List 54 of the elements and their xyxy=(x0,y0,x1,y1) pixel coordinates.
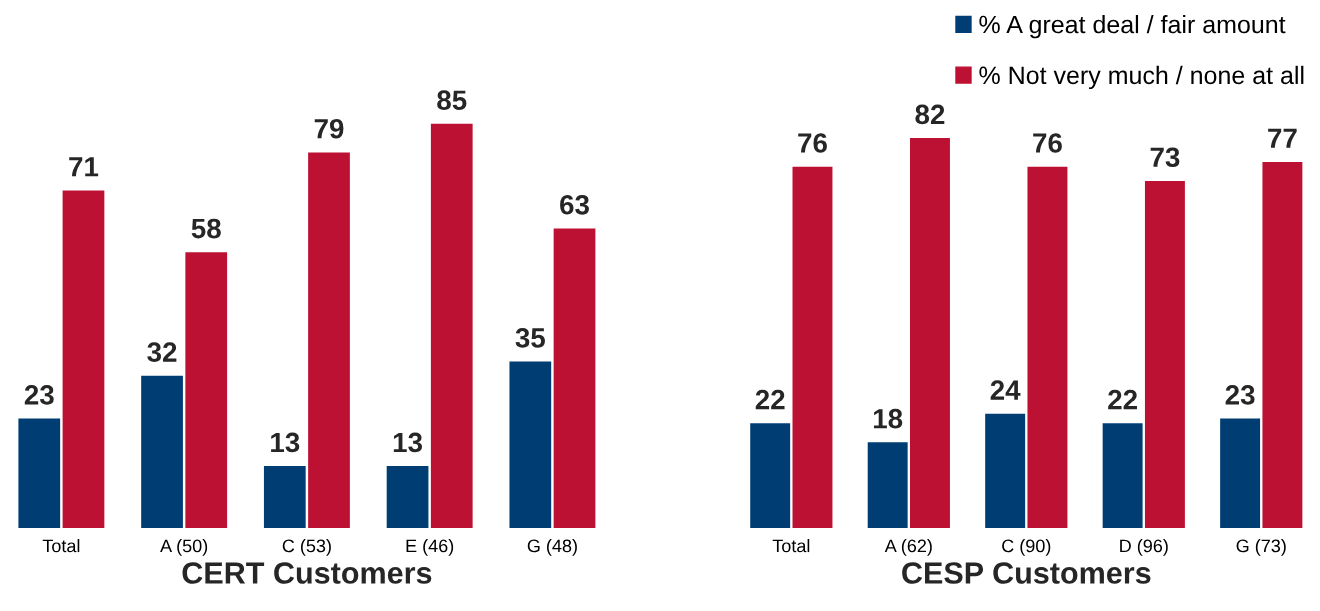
bar xyxy=(1262,161,1303,528)
legend-label: % Not very much / none at all xyxy=(979,65,1304,90)
x-axis-title: CERT Customers xyxy=(182,562,432,584)
bar xyxy=(509,361,552,528)
bar xyxy=(1027,166,1068,528)
bar xyxy=(553,228,596,528)
bar xyxy=(386,466,429,528)
bar xyxy=(985,413,1026,528)
bar xyxy=(750,423,791,528)
bar xyxy=(867,442,908,528)
data-label: 63 xyxy=(560,194,589,215)
x-tick-label: G (48) xyxy=(527,539,577,556)
bar xyxy=(18,418,61,528)
data-label: 18 xyxy=(873,408,903,429)
bar xyxy=(430,123,473,528)
bar xyxy=(185,252,228,528)
data-label: 22 xyxy=(755,389,785,410)
x-tick-label: D (96) xyxy=(1120,539,1168,556)
x-tick-label: C (90) xyxy=(1002,539,1051,556)
x-axis-title: CESP Customers xyxy=(902,562,1151,584)
data-label: 32 xyxy=(147,342,177,363)
data-label: 58 xyxy=(191,218,221,239)
bar xyxy=(792,166,833,528)
bar xyxy=(308,152,350,528)
data-label: 13 xyxy=(393,432,423,453)
data-label: 82 xyxy=(915,104,945,125)
x-tick-label: A (62) xyxy=(884,539,932,556)
data-label: 35 xyxy=(515,328,545,348)
data-label: 23 xyxy=(1225,385,1255,405)
x-tick-label: A (50) xyxy=(160,539,208,556)
data-label: 76 xyxy=(1033,133,1062,153)
bar xyxy=(909,138,950,528)
x-tick-label: E (46) xyxy=(406,539,454,556)
data-label: 23 xyxy=(24,385,54,405)
data-label: 22 xyxy=(1108,389,1137,410)
bar xyxy=(1144,180,1185,528)
data-label: 71 xyxy=(69,157,99,177)
data-label: 85 xyxy=(437,90,467,111)
bar xyxy=(62,190,105,528)
legend-label: % A great deal / fair amount xyxy=(979,15,1286,39)
x-tick-label: G (73) xyxy=(1236,539,1286,556)
x-tick-label: Total xyxy=(772,539,810,553)
x-tick-label: Total xyxy=(42,539,80,553)
data-label: 77 xyxy=(1268,128,1297,148)
bar xyxy=(1220,418,1261,528)
bar xyxy=(141,375,183,528)
bar xyxy=(263,466,306,528)
data-label: 73 xyxy=(1150,147,1180,168)
x-tick-label: C (53) xyxy=(282,539,331,556)
data-label: 13 xyxy=(271,432,300,453)
data-label: 24 xyxy=(990,380,1021,400)
data-label: 76 xyxy=(798,133,827,153)
data-label: 79 xyxy=(314,118,344,139)
bar xyxy=(1102,423,1143,528)
